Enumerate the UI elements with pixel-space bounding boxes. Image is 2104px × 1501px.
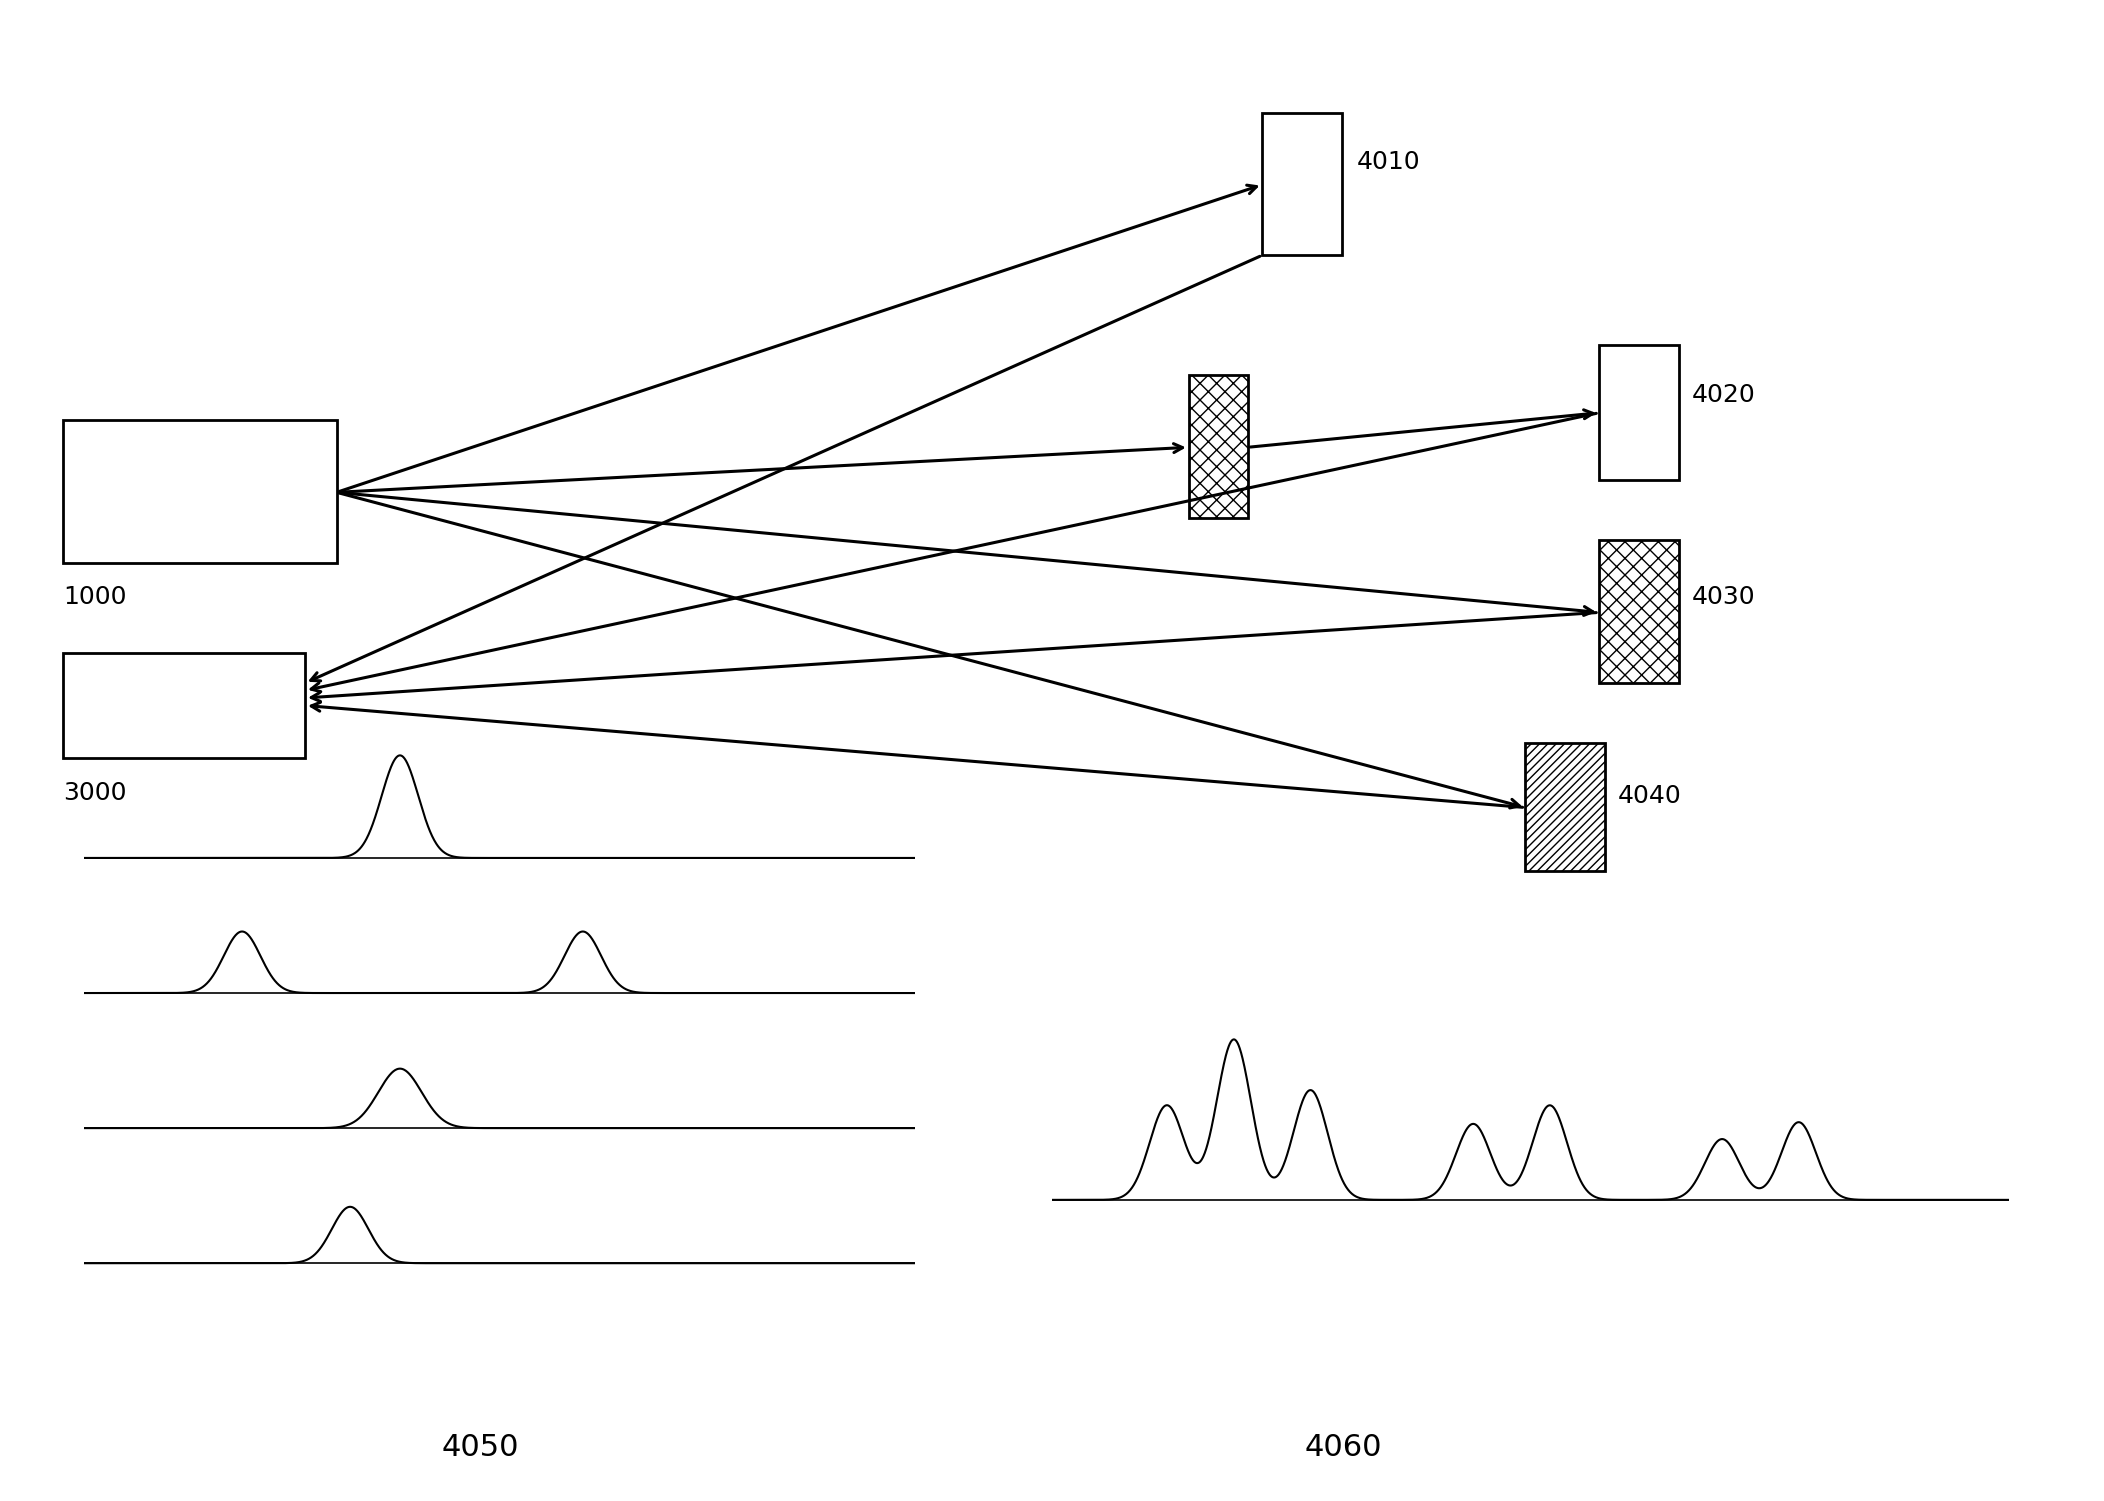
Text: 4050: 4050 xyxy=(442,1433,520,1462)
Text: 4060: 4060 xyxy=(1304,1433,1382,1462)
Text: 4040: 4040 xyxy=(1618,784,1681,808)
Bar xyxy=(1525,743,1605,871)
Bar xyxy=(1599,540,1679,683)
Bar xyxy=(1262,113,1342,255)
Bar xyxy=(1599,345,1679,480)
Text: 4020: 4020 xyxy=(1692,383,1755,407)
Text: 4010: 4010 xyxy=(1357,150,1420,174)
Text: 3000: 3000 xyxy=(63,781,126,805)
Bar xyxy=(63,653,305,758)
Bar xyxy=(63,420,337,563)
Text: 1000: 1000 xyxy=(63,585,126,609)
Bar xyxy=(1189,375,1248,518)
Text: 4030: 4030 xyxy=(1692,585,1755,609)
